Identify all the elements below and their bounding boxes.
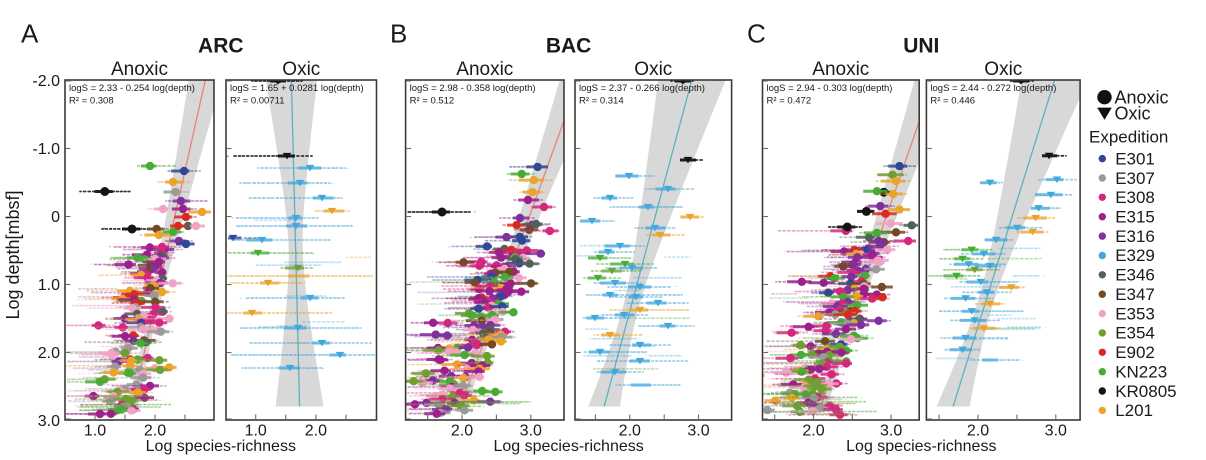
svg-text:E347: E347: [1115, 285, 1155, 304]
svg-text:R² = 0.446: R² = 0.446: [930, 96, 975, 107]
svg-text:logS = 2.98 - 0.358 log(depth): logS = 2.98 - 0.358 log(depth): [410, 83, 536, 94]
svg-text:2.0: 2.0: [967, 423, 989, 440]
svg-text:ARC: ARC: [198, 35, 244, 58]
svg-text:logS = 2.37 - 0.266 log(depth): logS = 2.37 - 0.266 log(depth): [579, 83, 705, 94]
svg-text:Anoxic: Anoxic: [456, 59, 513, 80]
svg-text:E346: E346: [1115, 266, 1155, 285]
svg-text:KN223: KN223: [1115, 363, 1167, 382]
svg-text:C: C: [747, 19, 766, 49]
svg-text:2.0: 2.0: [619, 423, 641, 440]
svg-text:E308: E308: [1115, 188, 1155, 207]
svg-text:Log species-richness: Log species-richness: [493, 438, 643, 455]
svg-text:E316: E316: [1115, 227, 1155, 246]
svg-text:A: A: [21, 19, 39, 49]
svg-text:R² = 0.308: R² = 0.308: [69, 96, 114, 107]
svg-text:logS = 2.44 - 0.272 log(depth): logS = 2.44 - 0.272 log(depth): [930, 83, 1056, 94]
svg-text:2.0: 2.0: [802, 423, 824, 440]
svg-text:R² = 0.00711: R² = 0.00711: [230, 96, 285, 107]
svg-text:Oxic: Oxic: [634, 59, 672, 80]
svg-text:3.0: 3.0: [1045, 423, 1067, 440]
svg-text:2.0: 2.0: [144, 423, 166, 440]
svg-text:E307: E307: [1115, 169, 1155, 188]
svg-text:1.0: 1.0: [84, 423, 106, 440]
svg-text:2.0: 2.0: [38, 345, 60, 362]
svg-text:logS = 1.65 + 0.0281 log(depth: logS = 1.65 + 0.0281 log(depth): [230, 83, 364, 94]
svg-text:R² = 0.314: R² = 0.314: [579, 96, 624, 107]
svg-text:Expedition: Expedition: [1089, 128, 1168, 147]
svg-text:1.0: 1.0: [38, 277, 60, 294]
svg-text:logS = 2.33 - 0.254 log(depth): logS = 2.33 - 0.254 log(depth): [69, 83, 195, 94]
svg-text:BAC: BAC: [546, 35, 592, 58]
svg-text:3.0: 3.0: [880, 423, 902, 440]
svg-text:Oxic: Oxic: [984, 59, 1022, 80]
svg-text:E315: E315: [1115, 208, 1155, 227]
svg-text:Oxic: Oxic: [282, 59, 320, 80]
svg-text:Log species-richness: Log species-richness: [846, 438, 996, 455]
svg-text:3.0: 3.0: [520, 423, 542, 440]
svg-text:Anoxic: Anoxic: [812, 59, 869, 80]
svg-text:E353: E353: [1115, 304, 1155, 323]
svg-text:R² = 0.472: R² = 0.472: [767, 96, 812, 107]
svg-text:-2.0: -2.0: [32, 73, 60, 90]
svg-text:KR0805: KR0805: [1115, 382, 1176, 401]
svg-text:Log depth[mbsf]: Log depth[mbsf]: [3, 190, 23, 319]
svg-text:UNI: UNI: [903, 35, 939, 58]
svg-text:Log species-richness: Log species-richness: [146, 438, 296, 455]
svg-text:logS = 2.94 - 0.303 log(depth): logS = 2.94 - 0.303 log(depth): [767, 83, 893, 94]
svg-text:E329: E329: [1115, 246, 1155, 265]
svg-text:Anoxic: Anoxic: [111, 59, 168, 80]
svg-text:E902: E902: [1115, 343, 1155, 362]
svg-text:L201: L201: [1115, 401, 1153, 420]
svg-text:-1.0: -1.0: [32, 141, 60, 158]
svg-text:3.0: 3.0: [38, 413, 60, 430]
svg-text:B: B: [390, 19, 407, 49]
svg-text:Oxic: Oxic: [1115, 103, 1151, 123]
svg-text:3.0: 3.0: [687, 423, 709, 440]
svg-text:2.0: 2.0: [451, 423, 473, 440]
svg-text:0: 0: [51, 209, 60, 226]
svg-text:Anoxic: Anoxic: [1115, 87, 1169, 107]
svg-text:E301: E301: [1115, 149, 1155, 168]
svg-text:E354: E354: [1115, 324, 1155, 343]
svg-text:R² = 0.512: R² = 0.512: [410, 96, 455, 107]
svg-text:1.0: 1.0: [245, 423, 267, 440]
svg-text:2.0: 2.0: [305, 423, 327, 440]
